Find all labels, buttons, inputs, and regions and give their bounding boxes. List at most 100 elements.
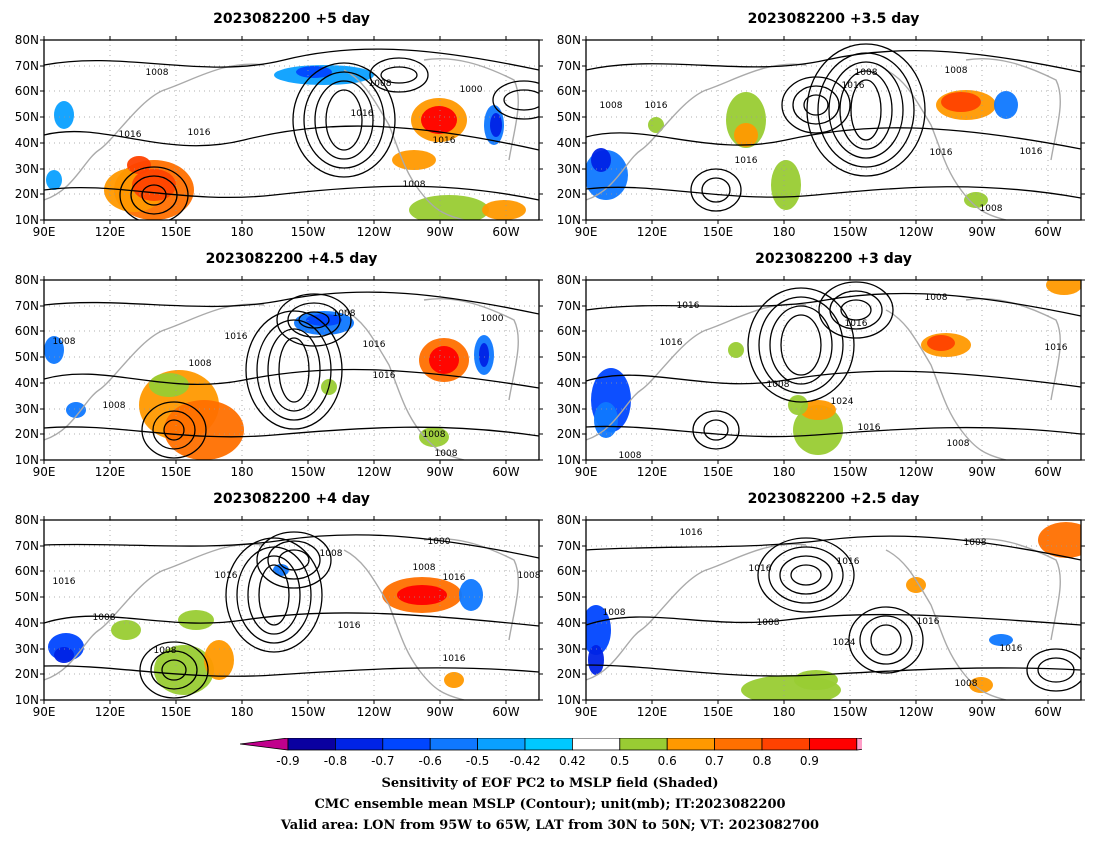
contour-label: 1016 bbox=[645, 101, 668, 111]
colorbar-low-arrow bbox=[240, 738, 289, 751]
contour-label: 1016 bbox=[338, 621, 361, 631]
lon-tick-label: 90W bbox=[426, 705, 453, 719]
isobar-contour bbox=[848, 606, 924, 674]
contour-label: 1016 bbox=[373, 371, 396, 381]
sensitivity-shading bbox=[421, 106, 457, 134]
lon-tick-label: 90W bbox=[426, 465, 453, 479]
sensitivity-shading bbox=[927, 335, 955, 351]
lat-tick-label: 60N bbox=[15, 324, 39, 338]
colorbar-label: 0.7 bbox=[705, 754, 724, 768]
coastline bbox=[586, 543, 807, 681]
contour-label: 1008 bbox=[93, 613, 116, 623]
map-frame bbox=[585, 519, 1082, 701]
sensitivity-shading bbox=[111, 620, 141, 640]
lon-tick-label: 150E bbox=[703, 465, 734, 479]
isobar-contour bbox=[225, 537, 323, 653]
isobar-contour bbox=[44, 291, 539, 315]
coastline bbox=[423, 58, 519, 161]
lon-tick-label: 120E bbox=[637, 225, 668, 239]
colorbar-swatch bbox=[619, 738, 668, 751]
lat-tick-label: 40N bbox=[557, 616, 581, 630]
coastline bbox=[965, 298, 1061, 401]
isobar-contour bbox=[828, 61, 904, 159]
colorbar-swatch bbox=[571, 738, 621, 751]
isobar-contour bbox=[139, 641, 209, 699]
contour-label: 1008 bbox=[154, 646, 177, 656]
contour-label: 1016 bbox=[1000, 644, 1023, 654]
lon-tick-label: 180 bbox=[773, 225, 796, 239]
lat-tick-label: 60N bbox=[15, 84, 39, 98]
sensitivity-shading bbox=[586, 605, 611, 655]
sensitivity-shading bbox=[734, 123, 758, 147]
lon-tick-label: 150E bbox=[161, 465, 192, 479]
lat-tick-label: 70N bbox=[557, 299, 581, 313]
coastline bbox=[885, 549, 1007, 700]
lat-tick-label: 20N bbox=[557, 667, 581, 681]
panel-title: 2023082200 +5 day bbox=[213, 11, 370, 27]
panel-title: 2023082200 +3.5 day bbox=[748, 11, 920, 27]
isobar-contour bbox=[586, 186, 1081, 199]
isobar-contour bbox=[44, 125, 539, 151]
colorbar-swatch bbox=[666, 738, 716, 751]
isobar-contour bbox=[119, 166, 189, 220]
sensitivity-shading bbox=[154, 645, 214, 695]
lat-tick-label: 20N bbox=[15, 187, 39, 201]
isobar-contour bbox=[840, 299, 872, 321]
lon-tick-label: 60W bbox=[492, 225, 519, 239]
colorbar-label: -0.9 bbox=[276, 754, 299, 768]
isobar-contour bbox=[267, 540, 321, 580]
sensitivity-shading bbox=[149, 373, 189, 397]
colorbar-label: 0.8 bbox=[752, 754, 771, 768]
contour-label: 1024 bbox=[831, 397, 854, 407]
sensitivity-shading bbox=[969, 677, 993, 693]
coastline bbox=[44, 543, 265, 681]
lon-tick-label: 150W bbox=[291, 225, 326, 239]
isobar-contour bbox=[258, 564, 290, 626]
isobar-contour bbox=[152, 410, 196, 450]
lon-tick-label: 180 bbox=[231, 225, 254, 239]
lat-tick-label: 80N bbox=[557, 273, 581, 287]
isobar-contour bbox=[314, 80, 374, 160]
sensitivity-shading bbox=[46, 170, 62, 190]
isobar-contour bbox=[779, 555, 833, 595]
contour-label: 1008 bbox=[403, 180, 426, 190]
map-panel: 2023082200 +5 day 1008 1008 1000 1016 1016 101… bbox=[15, 11, 543, 239]
lon-tick-label: 120W bbox=[357, 705, 392, 719]
colorbar-label: -0.8 bbox=[324, 754, 347, 768]
contour-label: 1016 bbox=[119, 130, 142, 140]
map-panel: 2023082200 +3.5 day 1008 1008 1016 1008 1016 1… bbox=[557, 11, 1085, 239]
isobar-contour bbox=[141, 401, 207, 459]
coastline bbox=[586, 303, 807, 441]
coastline bbox=[44, 63, 265, 201]
lat-tick-label: 50N bbox=[15, 350, 39, 364]
isobar-contour bbox=[503, 89, 539, 111]
map-body bbox=[44, 40, 539, 220]
sensitivity-shading bbox=[800, 400, 836, 420]
lat-tick-label: 40N bbox=[15, 376, 39, 390]
isobar-contour bbox=[586, 425, 1081, 438]
isobar-contour bbox=[44, 48, 539, 71]
caption-line-3: Valid area: LON from 95W to 65W, LAT fro… bbox=[280, 818, 820, 833]
contour-label: 1008 bbox=[757, 618, 780, 628]
contour-label: 1016 bbox=[443, 573, 466, 583]
isobar-contour bbox=[818, 281, 894, 339]
lon-tick-label: 90W bbox=[968, 705, 995, 719]
lon-tick-label: 150E bbox=[161, 705, 192, 719]
isobar-contour bbox=[790, 564, 822, 586]
contour-label: 1016 bbox=[1020, 147, 1043, 157]
contour-label: 1008 bbox=[600, 101, 623, 111]
sensitivity-shading bbox=[788, 395, 808, 415]
sensitivity-shading bbox=[66, 402, 86, 418]
sensitivity-shading bbox=[490, 113, 502, 137]
lon-tick-label: 150W bbox=[833, 225, 868, 239]
colorbar: -0.9 -0.8 -0.7 -0.6 -0.5 -0.42 0.42 0.5 0.6 0.7 0.… bbox=[240, 738, 862, 768]
colorbar-label: -0.6 bbox=[418, 754, 441, 768]
contour-label: 1008 bbox=[518, 571, 541, 581]
lat-tick-label: 10N bbox=[15, 453, 39, 467]
isobar-contour bbox=[303, 71, 385, 169]
colorbar-swatch bbox=[524, 738, 573, 751]
panel-title: 2023082200 +4.5 day bbox=[206, 251, 378, 267]
isobar-contour bbox=[369, 57, 429, 93]
lat-tick-label: 20N bbox=[15, 667, 39, 681]
isobar-contour bbox=[150, 650, 198, 690]
